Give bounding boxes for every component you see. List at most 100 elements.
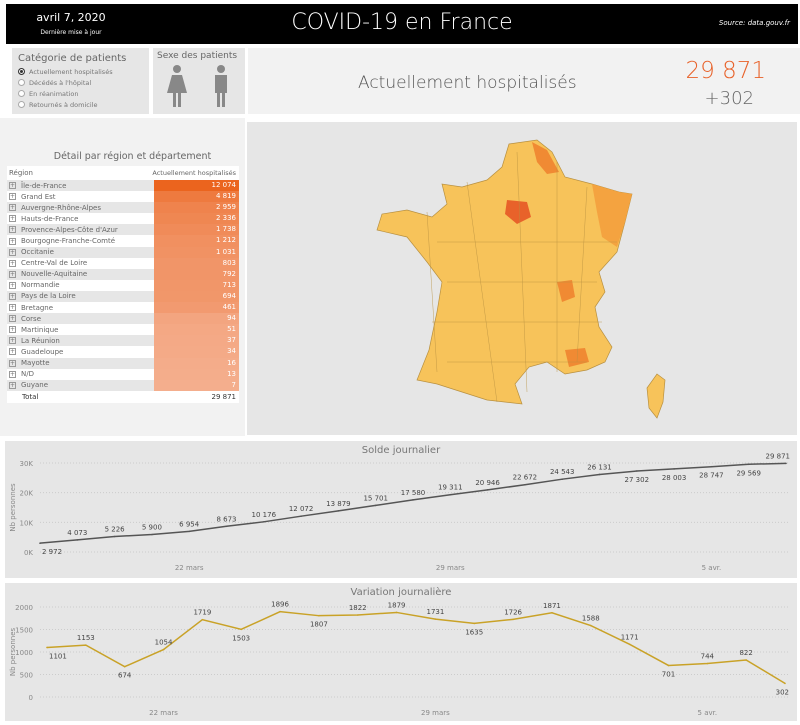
table-row[interactable]: + Pays de la Loire 694 xyxy=(7,290,239,303)
region-name: Bourgogne-Franche-Comté xyxy=(21,237,115,246)
page-title: COVID-19 en France xyxy=(291,10,513,35)
kpi-delta: +302 xyxy=(704,88,754,109)
col-value[interactable]: Actuellement hospitalisés xyxy=(152,169,236,177)
region-value: 2 959 xyxy=(154,202,239,214)
data-label: 12 072 xyxy=(289,505,314,513)
data-point xyxy=(318,614,320,617)
france-map[interactable] xyxy=(247,122,797,435)
update-label: Dernière mise à jour xyxy=(40,29,102,36)
radio-icon[interactable] xyxy=(18,90,25,97)
expand-icon[interactable]: + xyxy=(9,326,16,334)
expand-icon[interactable]: + xyxy=(9,359,16,367)
region-name: Mayotte xyxy=(21,359,50,368)
x-tick-label: 29 mars xyxy=(436,564,465,572)
region-value: 7 xyxy=(154,379,239,391)
kpi-card: Actuellement hospitalisés 29 871 +302 xyxy=(248,48,800,114)
table-row[interactable]: + Martinique 51 xyxy=(7,324,239,336)
map-grand-est[interactable] xyxy=(592,184,632,247)
data-point xyxy=(188,530,190,533)
data-point xyxy=(412,499,414,501)
data-label: 1731 xyxy=(427,608,445,616)
expand-icon[interactable]: + xyxy=(9,381,16,389)
table-row[interactable]: + La Réunion 37 xyxy=(7,335,239,347)
table-row[interactable]: + Guadeloupe 34 xyxy=(7,346,239,358)
expand-icon[interactable]: + xyxy=(9,370,16,378)
female-icon[interactable] xyxy=(167,65,187,107)
male-icon[interactable] xyxy=(215,65,227,107)
table-row[interactable]: + N/D 13 xyxy=(7,368,239,380)
expand-icon[interactable]: + xyxy=(9,182,16,190)
region-name: Île-de-France xyxy=(21,181,67,190)
table-row[interactable]: + Hauts-de-France 2 336 xyxy=(7,213,239,225)
col-region[interactable]: Région xyxy=(9,169,33,177)
table-row[interactable]: + Centre-Val de Loire 803 xyxy=(7,257,239,269)
expand-icon[interactable]: + xyxy=(9,226,16,234)
expand-icon[interactable]: + xyxy=(9,270,16,278)
expand-icon[interactable]: + xyxy=(9,337,16,345)
total-value: 29 871 xyxy=(211,392,237,401)
expand-icon[interactable]: + xyxy=(9,259,16,267)
radio-label: Retournés à domicile xyxy=(29,100,98,109)
region-value: 51 xyxy=(154,324,239,336)
data-point xyxy=(434,618,437,620)
radio-icon[interactable] xyxy=(18,79,25,86)
data-label: 1635 xyxy=(465,628,483,636)
radio-option[interactable]: Actuellement hospitalisés xyxy=(18,66,149,77)
data-point xyxy=(598,473,601,476)
expand-icon[interactable]: + xyxy=(9,248,16,256)
x-tick-label: 22 mars xyxy=(149,709,178,717)
expand-icon[interactable]: + xyxy=(9,292,16,300)
data-label: 5 226 xyxy=(105,525,126,533)
radio-label: Décédés à l'hôpital xyxy=(29,78,92,87)
table-row[interactable]: + Provence-Alpes-Côte d'Azur 1 738 xyxy=(7,224,239,236)
data-label: 1871 xyxy=(543,602,561,610)
expand-icon[interactable]: + xyxy=(9,237,16,245)
region-name: Guyane xyxy=(21,381,49,390)
table-row[interactable]: + Auvergne-Rhône-Alpes 2 959 xyxy=(7,202,239,214)
sex-filter: Sexe des patients xyxy=(153,48,245,114)
x-tick-label: 5 avr. xyxy=(698,709,718,717)
map-rhone[interactable] xyxy=(557,280,575,302)
expand-icon[interactable]: + xyxy=(9,315,16,323)
expand-icon[interactable]: + xyxy=(9,215,16,223)
data-label: 1054 xyxy=(155,639,173,647)
map-bouches-du-rhone[interactable] xyxy=(565,348,589,367)
map-paris[interactable] xyxy=(505,200,531,224)
region-name: Centre-Val de Loire xyxy=(21,259,88,268)
expand-icon[interactable]: + xyxy=(9,304,16,312)
table-row[interactable]: + Guyane 7 xyxy=(7,379,239,391)
expand-icon[interactable]: + xyxy=(9,193,16,201)
data-label: 22 672 xyxy=(513,474,538,482)
table-row[interactable]: + Nouvelle-Aquitaine 792 xyxy=(7,268,239,280)
data-point xyxy=(263,521,265,523)
table-row[interactable]: + Occitanie 1 031 xyxy=(7,246,239,258)
region-value: 12 074 xyxy=(154,180,239,192)
map-mainland[interactable] xyxy=(376,139,633,405)
data-point xyxy=(225,525,228,528)
radio-icon[interactable] xyxy=(18,68,25,75)
table-row[interactable]: + Bretagne 461 xyxy=(7,302,239,314)
table-row[interactable]: + Bourgogne-Franche-Comté 1 212 xyxy=(7,235,239,247)
table-row[interactable]: + Île-de-France 12 074 xyxy=(7,180,239,192)
x-tick-label: 29 mars xyxy=(421,709,450,717)
y-axis-label: Nb personnes xyxy=(9,628,17,677)
data-point xyxy=(337,510,340,512)
map-corsica[interactable] xyxy=(646,373,666,419)
table-row[interactable]: + Normandie 713 xyxy=(7,279,239,291)
radio-option[interactable]: En réanimation xyxy=(18,88,149,99)
table-row[interactable]: + Mayotte 16 xyxy=(7,357,239,369)
table-row[interactable]: + Corse 94 xyxy=(7,313,239,325)
y-tick-label: 0K xyxy=(24,549,33,557)
region-name: Corse xyxy=(21,314,42,323)
table-total-row: Total 29 871 xyxy=(7,390,239,403)
radio-option[interactable]: Retournés à domicile xyxy=(18,99,149,110)
expand-icon[interactable]: + xyxy=(9,348,16,356)
map-nord[interactable] xyxy=(532,142,559,174)
radio-icon[interactable] xyxy=(18,101,25,108)
expand-icon[interactable]: + xyxy=(9,204,16,212)
radio-option[interactable]: Décédés à l'hôpital xyxy=(18,77,149,88)
data-label: 20 946 xyxy=(475,479,500,487)
expand-icon[interactable]: + xyxy=(9,281,16,289)
data-label: 24 543 xyxy=(550,468,575,476)
table-row[interactable]: + Grand Est 4 819 xyxy=(7,191,239,203)
